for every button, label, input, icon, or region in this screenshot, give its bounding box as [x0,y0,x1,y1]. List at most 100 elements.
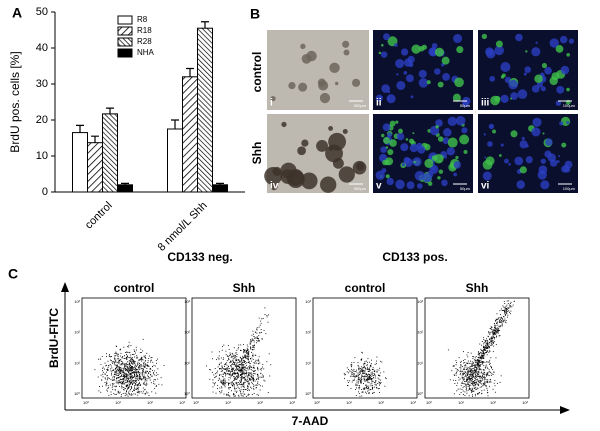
event-dot [243,384,245,386]
event-dot [465,374,467,376]
event-dot [478,361,480,363]
arrow-head [560,406,570,414]
event-dot [493,333,495,335]
event-dot [248,383,250,385]
y-axis-label: BrdU pos. cells [%] [8,51,22,152]
event-dot [129,372,131,374]
event-dot [246,371,248,373]
panel-letter: B [250,6,260,22]
event-dot [230,377,232,379]
event-dot [235,367,237,368]
event-dot [472,390,474,392]
event-dot [471,379,473,381]
event-dot [346,367,348,369]
event-dot [241,377,243,379]
event-dot [234,365,236,367]
event-dot [494,331,496,333]
event-dot [123,387,125,388]
event-dot [476,375,478,377]
y-decade-label: 10⁰ [184,391,190,396]
event-dot [470,368,472,370]
cell [456,45,464,54]
event-dot [232,368,234,370]
event-dot [123,376,125,378]
event-dot [229,370,231,372]
event-dot [361,374,363,376]
event-dot [492,374,494,375]
event-dot [353,380,355,381]
event-dot [227,373,229,375]
event-dot [481,354,483,356]
event-dot [228,358,229,360]
event-dot [134,375,136,377]
event-dot [224,365,225,367]
event-dot [505,308,507,310]
cell [523,72,527,76]
event-dot [242,369,244,371]
event-dot [231,356,233,358]
event-dot [121,371,123,373]
event-dot [250,367,252,368]
event-dot [240,384,242,386]
event-dot [130,385,132,387]
event-dot [155,385,157,387]
event-dot [474,384,476,386]
event-dot [372,380,374,382]
event-dot [501,324,503,326]
event-dot [133,380,135,381]
event-dot [379,382,381,384]
event-dot [257,377,259,379]
event-dot [129,390,131,392]
event-dot [220,379,222,381]
event-dot [464,391,466,393]
event-dot [244,362,246,364]
event-dot [143,356,145,358]
event-dot [369,361,371,363]
event-dot [110,373,112,375]
event-dot [457,382,458,384]
event-dot [484,346,486,348]
event-dot [240,392,241,394]
event-dot [136,357,138,359]
event-dot [139,352,141,354]
x-decade-label: 10¹ [225,400,231,405]
event-dot [486,338,488,340]
event-dot [157,358,159,360]
event-dot [140,357,142,359]
event-dot [499,319,500,321]
event-dot [254,384,256,386]
event-dot [368,371,370,372]
event-dot [482,357,484,359]
event-dot [366,364,368,366]
event-dot [484,378,486,380]
event-dot [257,381,259,383]
event-dot [225,382,227,383]
event-dot [239,367,240,369]
event-dot [226,394,227,396]
event-dot [250,374,252,376]
event-dot [475,362,477,363]
event-dot [229,374,231,375]
event-dot [224,383,226,385]
image-numeral: i [270,98,273,109]
event-dot [486,381,488,383]
event-dot [241,372,243,374]
event-dot [227,365,229,367]
event-dot [254,370,256,372]
event-dot [499,381,501,383]
y-decade-label: 10⁰ [417,391,423,396]
event-dot [487,373,489,374]
event-dot [455,368,457,370]
event-dot [360,377,362,378]
event-dot [361,358,363,360]
event-dot [468,385,470,387]
cell [510,92,518,100]
event-dot [136,391,138,393]
cell [492,129,496,134]
event-dot [486,380,488,382]
event-dot [134,385,136,386]
cell [437,136,444,142]
event-dot [243,372,245,374]
event-dot [467,371,469,373]
event-dot [369,369,370,371]
